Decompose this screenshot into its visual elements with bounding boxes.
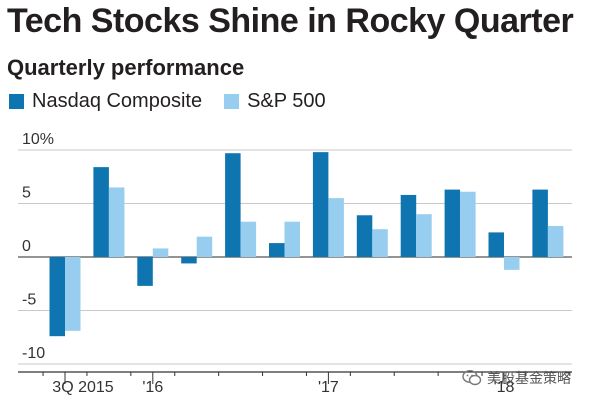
x-tick-label: '17 (318, 379, 339, 396)
y-tick-label: -10 (22, 345, 45, 362)
x-tick-label: '18 (494, 379, 515, 396)
bar-nasdaq-8 (400, 194, 417, 257)
wechat-icon (462, 369, 482, 386)
bar-sp500-1 (108, 187, 125, 257)
watermark-text: 美股基金策略 (487, 371, 571, 387)
bar-sp500-10 (504, 257, 520, 270)
bar-nasdaq-2 (137, 257, 153, 286)
bar-nasdaq-3 (181, 257, 197, 264)
bar-sp500-6 (328, 198, 344, 257)
legend-swatch-sp500 (224, 94, 240, 109)
bar-nasdaq-9 (444, 189, 461, 257)
y-tick-label: 5 (22, 185, 31, 202)
bar-sp500-8 (416, 214, 432, 257)
bar-nasdaq-11 (532, 189, 548, 257)
legend-item-sp500: S&P 500 (224, 90, 326, 113)
bar-sp500-5 (284, 221, 300, 257)
bar-nasdaq-7 (356, 215, 373, 257)
bar-nasdaq-5 (269, 243, 285, 257)
y-tick-label: 10% (22, 131, 54, 148)
bar-nasdaq-4 (225, 153, 241, 257)
bar-sp500-4 (240, 221, 257, 257)
bar-sp500-3 (196, 236, 213, 257)
legend-label-sp500: S&P 500 (247, 90, 326, 112)
x-tick-label: 3Q 2015 (52, 379, 113, 396)
chart-title: Tech Stocks Shine in Rocky Quarter (7, 2, 574, 40)
y-tick-label: 0 (22, 238, 31, 255)
legend-label-nasdaq: Nasdaq Composite (32, 90, 203, 112)
bar-sp500-7 (372, 229, 388, 257)
chart-subtitle: Quarterly performance (7, 55, 245, 80)
watermark: 美股基金策略 (462, 368, 571, 388)
bar-nasdaq-0 (49, 257, 65, 337)
y-tick-label: -5 (22, 292, 36, 309)
legend: Nasdaq Composite S&P 500 (9, 90, 348, 113)
x-tick-label: '16 (142, 379, 163, 396)
bar-nasdaq-10 (488, 232, 504, 257)
legend-swatch-nasdaq (9, 94, 24, 109)
bar-sp500-11 (547, 225, 564, 257)
bar-nasdaq-1 (93, 167, 109, 257)
bar-chart: 10% 5 0 -5 -10 3Q 2015 '16 '17 '18 (18, 131, 572, 396)
bar-sp500-0 (65, 257, 81, 331)
bar-sp500-9 (460, 191, 476, 257)
legend-item-nasdaq: Nasdaq Composite (9, 90, 202, 113)
bar-sp500-2 (152, 248, 169, 257)
bar-nasdaq-6 (312, 152, 329, 257)
